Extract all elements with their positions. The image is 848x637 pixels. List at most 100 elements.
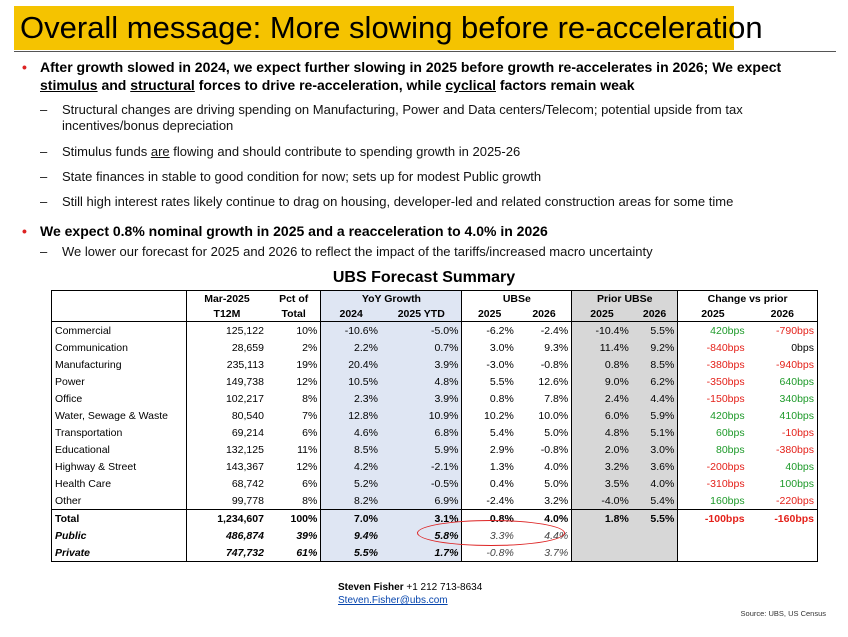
cell-u26: 9.3% (516, 339, 573, 356)
cell-p25: 9.0% (571, 373, 632, 390)
cell-t12m: 102,217 (225, 392, 264, 405)
cell-t12m: 28,659 (231, 341, 264, 354)
cell-ytd: 0.7% (380, 339, 463, 356)
highlight-oval (417, 520, 565, 546)
cell-c25: 420bps (710, 324, 745, 337)
table-row: Water, Sewage & Waste 80,540 7% 12.8% 10.9% 1… (51, 407, 818, 424)
cell-c25: 60bps (716, 426, 745, 439)
cell-p25: -4.0% (571, 492, 632, 510)
cell-u25: -2.4% (486, 494, 514, 507)
cell-p25: 3.2% (571, 458, 632, 475)
table-row: Commercial 125,122 10% -10.6% -5.0% -6.2% -2.4… (51, 321, 818, 339)
cell-c26: -160bps (747, 509, 818, 527)
header-yoy: YoY Growth (320, 290, 463, 306)
cell-u26: 5.0% (516, 424, 573, 441)
cell-c26: -790bps (747, 321, 818, 339)
contact-email-link[interactable]: Steven.Fisher@ubs.com (338, 595, 448, 606)
header-pct: Pct of (266, 290, 322, 306)
cell-c26: -220bps (747, 492, 818, 510)
cell-t12m: 149,738 (225, 375, 264, 388)
source-note: Source: UBS, US Census (740, 609, 826, 618)
header-sub: 2025 (571, 306, 632, 322)
cell-c25: -200bps (706, 460, 745, 473)
cell-y24: 5.5% (320, 544, 381, 562)
cell-ytd: -2.1% (380, 458, 463, 475)
cell-c25: -380bps (706, 358, 745, 371)
cell-y24: 4.2% (320, 458, 381, 475)
cell-y24: 2.2% (320, 339, 381, 356)
cell-t12m: 747,732 (186, 544, 267, 562)
cell-u26: 3.7% (516, 544, 573, 562)
cell-p25: 11.4% (571, 339, 632, 356)
cell-name: Transportation (51, 424, 187, 441)
cell-c26 (747, 527, 818, 544)
cell-p25: 4.8% (571, 424, 632, 441)
main-bullet-1: • After growth slowed in 2024, we expect… (22, 59, 782, 93)
cell-y24: 2.3% (320, 390, 381, 407)
cell-ytd: 3.9% (380, 390, 463, 407)
cell-c26: 340bps (747, 390, 818, 407)
cell-y24: 7.0% (320, 509, 381, 527)
cell-p26: 5.9% (631, 407, 679, 424)
header-blank (51, 290, 187, 306)
header-row-2: T12M Total 2024 2025 YTD 2025 2026 2025 … (51, 306, 818, 322)
main-bullet-2: • We expect 0.8% nominal growth in 2025 … (22, 223, 548, 239)
header-row-1: Mar-2025 Pct of YoY Growth UBSe Prior UB… (51, 290, 818, 306)
header-sub: 2026 (516, 306, 573, 322)
cell-u25: -3.0% (486, 358, 514, 371)
cell-pct: 12% (266, 458, 322, 475)
cell-name: Health Care (51, 475, 187, 492)
header-sub: T12M (186, 306, 267, 322)
cell-p25: 2.4% (571, 390, 632, 407)
cell-p26: 5.5% (631, 509, 679, 527)
cell-c25: -840bps (706, 341, 745, 354)
cell-c26: 40bps (747, 458, 818, 475)
cell-p26: 3.0% (631, 441, 679, 458)
cell-p26: 5.1% (631, 424, 679, 441)
dash-icon: – (40, 169, 48, 184)
slide-title: Overall message: More slowing before re-… (14, 6, 763, 50)
dash-icon: – (40, 244, 48, 259)
cell-p26: 3.6% (631, 458, 679, 475)
cell-u25: -0.8% (461, 544, 517, 562)
cell-p26 (631, 527, 679, 544)
cell-u26: 3.2% (516, 492, 573, 510)
cell-p26: 9.2% (631, 339, 679, 356)
cell-u26: 7.8% (516, 390, 573, 407)
cell-p26: 4.0% (631, 475, 679, 492)
header-sub: 2025 YTD (380, 306, 463, 322)
bullet-dot-icon: • (22, 59, 27, 75)
private-row: Private 747,732 61% 5.5% 1.7% -0.8% 3.7% (51, 544, 818, 562)
cell-ytd: 10.9% (380, 407, 463, 424)
cell-y24: 10.5% (320, 373, 381, 390)
cell-c26 (747, 544, 818, 562)
cell-p25 (571, 527, 632, 544)
dash-icon: – (40, 102, 48, 117)
header-sub: Total (266, 306, 322, 322)
cell-name: Office (51, 390, 187, 407)
cell-c26: -940bps (747, 356, 818, 373)
cell-name: Public (51, 527, 187, 544)
sub-bullet-5: – We lower our forecast for 2025 and 202… (40, 244, 653, 259)
cell-c25: 80bps (716, 443, 745, 456)
header-sub: 2025 (461, 306, 517, 322)
cell-ytd: 6.9% (380, 492, 463, 510)
cell-p26: 8.5% (631, 356, 679, 373)
header-sub: 2025 (677, 306, 748, 322)
cell-t12m: 235,113 (226, 358, 264, 371)
cell-pct: 10% (266, 321, 322, 339)
sub-bullet-2: – Stimulus funds are flowing and should … (40, 144, 521, 159)
cell-y24: 12.8% (320, 407, 381, 424)
cell-name: Private (51, 544, 187, 562)
table-row: Communication 28,659 2% 2.2% 0.7% 3.0% 9.3% 11.… (51, 339, 818, 356)
table-row: Power 149,738 12% 10.5% 4.8% 5.5% 12.6% 9.0% 6.2… (51, 373, 818, 390)
cell-p26: 6.2% (631, 373, 679, 390)
cell-ytd: 4.8% (380, 373, 463, 390)
cell-name: Manufacturing (51, 356, 187, 373)
header-sub: 2026 (631, 306, 679, 322)
dash-icon: – (40, 144, 48, 159)
cell-c26: -10bps (747, 424, 818, 441)
cell-y24: 20.4% (320, 356, 381, 373)
cell-name: Communication (51, 339, 187, 356)
cell-name: Water, Sewage & Waste (51, 407, 187, 424)
